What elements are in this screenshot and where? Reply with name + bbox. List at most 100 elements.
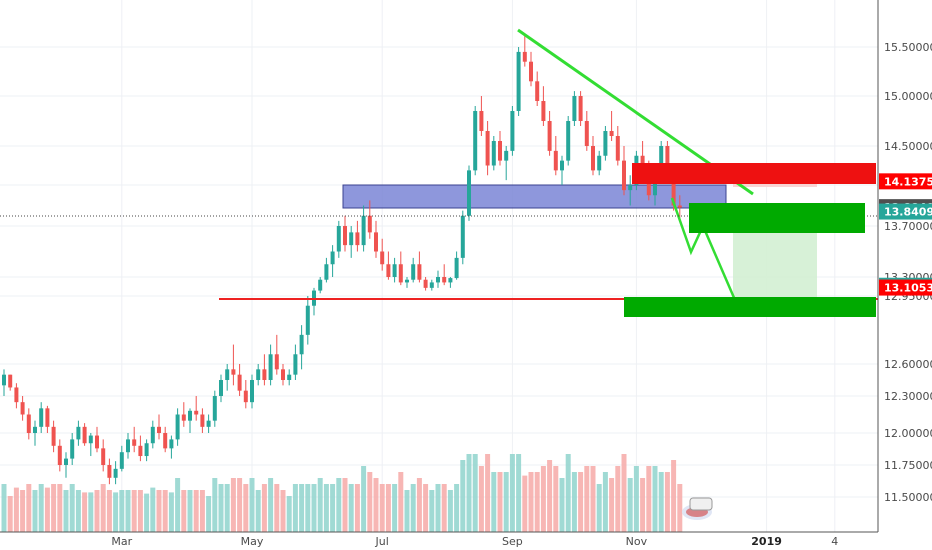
volume-bar	[162, 490, 168, 532]
candle-body	[138, 445, 143, 457]
x-tick-label: Sep	[502, 535, 523, 548]
volume-bar	[38, 484, 44, 532]
volume-bar	[534, 472, 540, 532]
volume-bar	[330, 484, 336, 532]
volume-bar	[119, 490, 125, 532]
y-tick-label: 13.70000	[884, 220, 932, 233]
volume-bar	[255, 490, 261, 532]
candle-body	[20, 402, 25, 415]
candle-body	[305, 305, 310, 335]
volume-bar	[82, 492, 88, 532]
volume-bar	[230, 478, 236, 532]
candle-body	[553, 150, 558, 171]
volume-bar	[63, 490, 69, 532]
candle-body	[516, 51, 521, 111]
candle-body	[324, 264, 329, 280]
candle-body	[374, 232, 378, 252]
y-tick-label: 14.50000	[884, 140, 932, 153]
candle-body	[411, 264, 416, 280]
volume-bar	[342, 478, 348, 532]
candle-body	[473, 111, 478, 171]
candle-body	[243, 390, 248, 403]
volume-bar	[627, 478, 633, 532]
candle-body	[150, 426, 155, 444]
projection-path[interactable]	[670, 197, 737, 301]
volume-bar	[578, 472, 584, 532]
candle-body	[640, 155, 645, 166]
volume-bar	[354, 484, 360, 532]
candle-body	[467, 170, 471, 216]
candle-body	[169, 439, 174, 449]
x-tick-label: Nov	[626, 535, 648, 548]
candle-body	[119, 452, 124, 469]
x-tick-labels: Mar May Jul Sep Nov 2019 4	[111, 535, 838, 548]
candle-body	[671, 170, 676, 206]
candle-body	[560, 160, 564, 171]
y-tick-label: 11.75000	[884, 459, 932, 472]
candle-body	[454, 257, 459, 279]
volume-bar	[491, 472, 497, 532]
candle-body	[88, 435, 93, 444]
candle-body	[107, 465, 112, 478]
candle-body	[268, 354, 273, 380]
volume-bar	[51, 484, 57, 532]
candle-body	[250, 380, 254, 403]
volume-bar	[32, 490, 38, 532]
candle-body	[256, 369, 261, 380]
volume-bar	[100, 484, 106, 532]
candle-body	[417, 264, 422, 280]
volume-bar	[199, 490, 205, 532]
candle-body	[262, 369, 267, 380]
candle-body	[126, 439, 130, 453]
volume-bar	[640, 478, 646, 532]
volume-bar	[429, 490, 435, 532]
y-tick-label: 11.50000	[884, 491, 932, 504]
candle-body	[132, 439, 137, 446]
stop-loss-box[interactable]	[632, 163, 876, 184]
candle-body	[380, 251, 385, 265]
volume-bar	[268, 478, 274, 532]
x-tick-label: 4	[831, 535, 838, 548]
x-tick-label: 2019	[751, 535, 782, 548]
volume-bar	[175, 478, 181, 532]
candle-body	[200, 414, 205, 427]
target-box[interactable]	[624, 297, 876, 317]
volume-bar	[671, 460, 677, 532]
volume-bar	[497, 472, 503, 532]
volume-bar	[658, 472, 664, 532]
candle-body	[498, 141, 502, 161]
price-badge	[879, 203, 932, 220]
support-resistance-box[interactable]	[342, 184, 727, 209]
price-badges: 14.1375813.8840913.8409013.1392413.10533	[879, 173, 932, 296]
candle-body	[188, 410, 192, 421]
volume-bar	[193, 490, 199, 532]
volume-bar	[299, 484, 305, 532]
candle-body	[70, 439, 75, 459]
candle-body	[76, 426, 81, 440]
candle-body	[349, 232, 354, 246]
volume-bar	[596, 484, 602, 532]
volume-bar	[466, 454, 472, 532]
price-axis	[877, 0, 932, 550]
volume-bar	[633, 466, 639, 532]
volume-bar	[664, 472, 670, 532]
candle-body	[584, 121, 589, 146]
volume-bar	[274, 484, 280, 532]
candle-body	[212, 396, 217, 421]
volume-bar	[144, 493, 150, 532]
pnl-box[interactable]	[689, 203, 865, 233]
candle-body	[39, 408, 44, 427]
volume-bar	[509, 454, 515, 532]
volume-bar	[292, 484, 298, 532]
volume-bar	[181, 490, 187, 532]
candle-body	[677, 205, 682, 208]
volume-bar	[94, 490, 100, 532]
candle-body	[597, 155, 602, 171]
candle-body	[405, 279, 409, 283]
volume-bar	[385, 484, 391, 532]
volume-bar	[44, 487, 50, 532]
volume-bar	[565, 454, 571, 532]
x-tick-label: Jul	[375, 535, 389, 548]
volume-bar	[348, 484, 354, 532]
